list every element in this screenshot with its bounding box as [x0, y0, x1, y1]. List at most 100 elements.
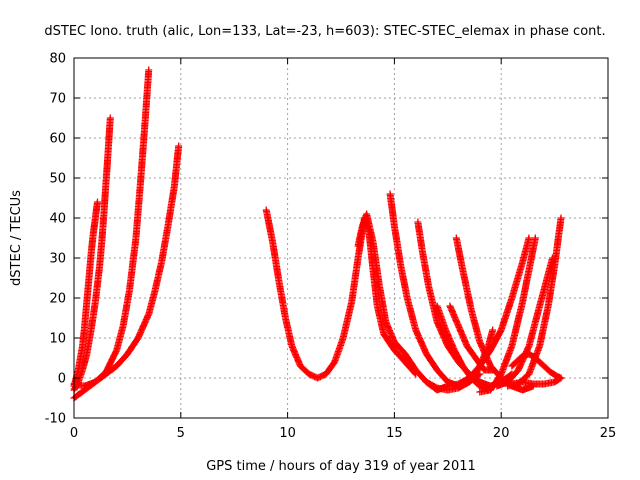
data-point [557, 374, 565, 382]
series-2 [70, 66, 153, 390]
data-point [525, 236, 539, 274]
data-point [102, 148, 112, 186]
data-point [465, 363, 483, 382]
data-point [314, 371, 329, 382]
data-point [390, 222, 405, 268]
x-tick-label: 0 [70, 426, 78, 441]
data-point [425, 282, 441, 324]
data-point [380, 330, 398, 353]
data-point [282, 314, 295, 348]
y-tick-label: 80 [49, 52, 66, 67]
y-tick-label: 50 [49, 172, 66, 187]
data-point [412, 366, 429, 385]
data-point [123, 335, 141, 358]
data-point [459, 266, 475, 312]
data-point [104, 116, 114, 154]
data-point [87, 232, 97, 258]
data-point [546, 368, 559, 379]
plot-frame [73, 57, 609, 419]
data-point [540, 362, 553, 375]
data-point [81, 379, 98, 394]
data-point [369, 266, 381, 308]
data-point [497, 296, 515, 334]
data-point [91, 264, 103, 306]
data-point [288, 342, 304, 369]
data-point [369, 238, 383, 288]
data-point [519, 268, 533, 306]
data-point [525, 304, 543, 350]
y-tick-label: 60 [49, 132, 66, 147]
data-point [508, 300, 526, 350]
data-point [531, 354, 547, 369]
data-point [106, 114, 114, 122]
data-point [119, 288, 133, 330]
data-point [141, 68, 153, 134]
data-point [93, 198, 101, 206]
data-point [158, 224, 172, 266]
data-point [145, 66, 153, 74]
data-point [373, 302, 387, 336]
data-point [375, 282, 390, 324]
data-point [508, 260, 526, 302]
data-point [487, 327, 504, 354]
data-point [354, 224, 366, 250]
grid-lines [74, 58, 608, 418]
data-point [525, 350, 538, 361]
data-point [467, 306, 483, 344]
data-point [126, 236, 140, 294]
data-point [487, 371, 504, 394]
x-tick-label: 10 [279, 426, 296, 441]
data-point [401, 358, 419, 377]
data-point [79, 352, 90, 374]
x-tick-label: 5 [177, 426, 185, 441]
data-point [132, 184, 144, 242]
y-tick-label: 0 [58, 372, 66, 387]
data-point [442, 326, 458, 353]
data-point [403, 294, 419, 332]
data-point [100, 180, 110, 218]
data-point [348, 256, 362, 306]
data-point [98, 212, 108, 246]
data-point [382, 318, 398, 345]
data-point [175, 142, 183, 150]
data-point [525, 234, 533, 242]
data-point [83, 276, 93, 306]
data-point [463, 342, 479, 361]
data-point [531, 234, 539, 242]
data-point [91, 371, 109, 386]
data-point [363, 210, 377, 244]
data-point [102, 363, 119, 378]
series-12 [444, 234, 533, 390]
data-point [476, 347, 494, 370]
data-point [536, 280, 550, 310]
data-point [433, 366, 451, 385]
data-point [519, 236, 533, 266]
data-point [489, 326, 497, 334]
data-point [89, 216, 99, 238]
data-point [557, 214, 565, 222]
data-point [412, 326, 430, 357]
data-point [275, 278, 289, 320]
data-point [484, 328, 496, 350]
data-point [269, 238, 283, 284]
data-point [433, 302, 449, 332]
data-point [296, 362, 312, 377]
data-point [414, 218, 426, 252]
y-tick-label: 70 [49, 92, 66, 107]
series-3 [70, 142, 183, 402]
data-point [452, 234, 466, 272]
y-tick-label: 30 [49, 252, 66, 267]
data-point [390, 346, 408, 365]
data-point [536, 304, 552, 350]
data-point [262, 206, 276, 244]
data-point [455, 375, 472, 388]
x-tick-label: 20 [493, 426, 510, 441]
y-tick-label: 40 [49, 212, 66, 227]
y-tick-label: 10 [49, 332, 66, 347]
data-point [551, 216, 565, 270]
data-point [397, 262, 411, 300]
data-point [553, 372, 564, 381]
data-point [418, 246, 432, 288]
x-tick-label: 15 [386, 426, 403, 441]
x-tick-label: 25 [600, 426, 617, 441]
